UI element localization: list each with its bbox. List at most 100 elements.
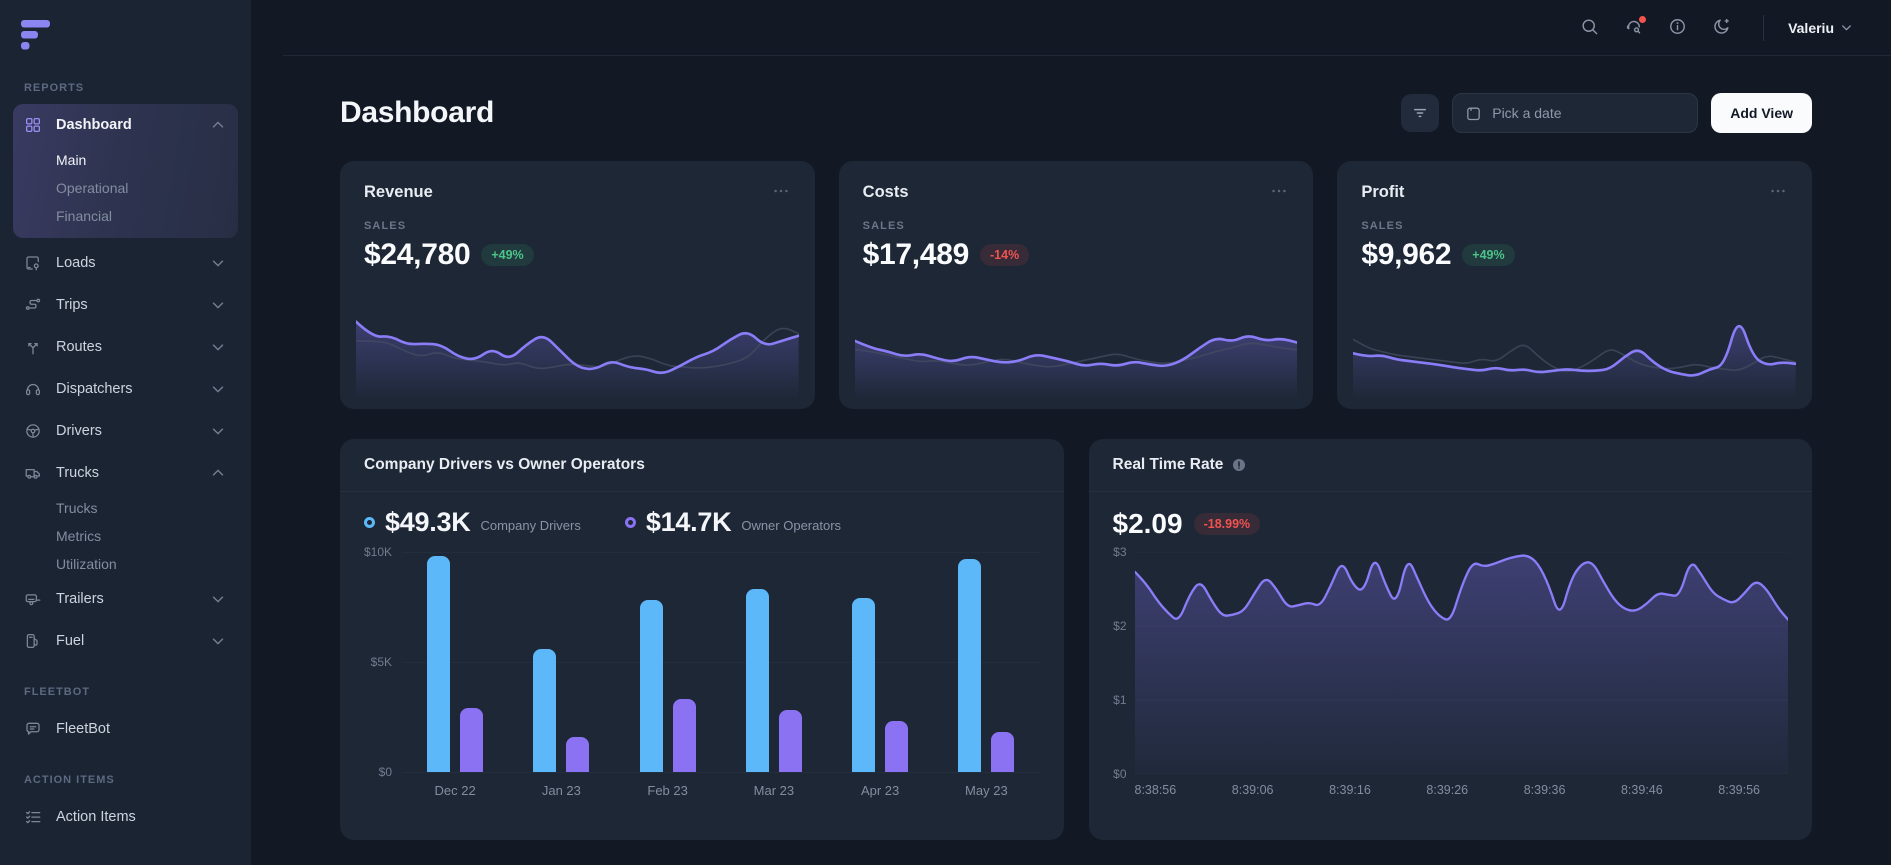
sidebar-item-label: Dashboard — [56, 117, 132, 133]
bar-company-drivers[interactable] — [852, 598, 876, 772]
sidebar-item-loads[interactable]: Loads — [13, 242, 238, 284]
chevron-up-icon — [209, 464, 227, 482]
sidebar-subitem-trucks-utilization[interactable]: Utilization — [56, 556, 117, 572]
drivers-icon — [24, 422, 42, 440]
sidebar-subitem-dashboard-main[interactable]: Main — [56, 152, 87, 168]
info-button[interactable] — [1659, 10, 1695, 46]
bar-owner-operators[interactable] — [778, 710, 802, 772]
sidebar-subitem-trucks-trucks[interactable]: Trucks — [56, 500, 98, 516]
y-tick: $2 — [1113, 618, 1127, 633]
app-logo-icon[interactable] — [21, 20, 230, 56]
sidebar-item-label: Trips — [56, 297, 88, 313]
filter-button[interactable] — [1401, 94, 1440, 132]
chevron-down-icon — [209, 254, 227, 272]
sidebar-subitem-dashboard-financial[interactable]: Financial — [56, 208, 113, 224]
main-area: Valeriu Dashboard Add View Revenue SALES $… — [251, 0, 1891, 865]
sidebar-item-fleetbot[interactable]: FleetBot — [13, 708, 238, 750]
sidebar-group-trucks: Trucks Trucks Metrics Utilization — [13, 452, 238, 578]
legend-item-company-drivers[interactable]: $49.3K Company Drivers — [364, 507, 581, 538]
sidebar-item-trucks[interactable]: Trucks — [13, 452, 238, 494]
x-tick: 8:39:36 — [1523, 783, 1566, 797]
bar-owner-operators[interactable] — [885, 721, 909, 772]
stat-card-sublabel: SALES — [1361, 220, 1404, 232]
sidebar-item-trips[interactable]: Trips — [13, 284, 238, 326]
sidebar-section-label: FLEETBOT — [24, 686, 90, 698]
sidebar-item-label: Drivers — [56, 423, 102, 439]
rate-chart-title: Real Time Rate — [1112, 456, 1224, 473]
search-icon — [1580, 17, 1599, 39]
drivers-chart-header: Company Drivers vs Owner Operators — [340, 439, 1064, 492]
bar-owner-operators[interactable] — [991, 732, 1015, 772]
sidebar-group-routes: Routes — [13, 326, 238, 368]
sidebar-subitem-dashboard-operational[interactable]: Operational — [56, 180, 129, 196]
sidebar-item-label: Trucks — [56, 465, 99, 481]
topbar-divider — [283, 55, 1891, 56]
dark-mode-button[interactable] — [1703, 10, 1739, 46]
bar-group-feb-23 — [639, 552, 696, 772]
chevron-down-icon — [209, 590, 227, 608]
bar-owner-operators[interactable] — [566, 736, 590, 772]
date-input[interactable] — [1492, 105, 1686, 121]
card-menu-button[interactable] — [1768, 181, 1788, 204]
chevron-down-icon — [209, 422, 227, 440]
chevron-down-icon — [209, 380, 227, 398]
bar-group-dec-22 — [427, 552, 484, 772]
x-tick: 8:39:16 — [1329, 783, 1371, 797]
sidebar-item-label: Action Items — [56, 809, 136, 825]
sidebar-item-fuel[interactable]: Fuel — [13, 620, 238, 662]
sidebar-section-label: REPORTS — [24, 82, 85, 94]
action-items-icon — [24, 808, 42, 826]
dots-horizontal-icon — [771, 181, 791, 204]
rate-chart-card: Real Time Rate $2.09 -18.99% $3 $2 $1 $0 8:3… — [1088, 439, 1812, 840]
stat-card-profit: Profit SALES $9,962 +49% — [1337, 161, 1812, 409]
bar-owner-operators[interactable] — [672, 699, 696, 772]
loads-icon — [24, 254, 42, 272]
rate-chart-x-axis: 8:38:56 8:39:06 8:39:16 8:39:26 8:39:36 8:39:… — [1135, 774, 1789, 800]
sidebar-item-label: Loads — [56, 255, 96, 271]
card-menu-button[interactable] — [771, 181, 791, 204]
support-button[interactable] — [1615, 10, 1651, 46]
bar-chart-y-axis: $10K $5K $0 — [356, 545, 402, 779]
sidebar-item-label: FleetBot — [56, 721, 110, 737]
sidebar-item-dashboard[interactable]: Dashboard — [13, 104, 238, 146]
bar-company-drivers[interactable] — [745, 589, 769, 772]
card-menu-button[interactable] — [1269, 181, 1289, 204]
sidebar-item-drivers[interactable]: Drivers — [13, 410, 238, 452]
add-view-button[interactable]: Add View — [1711, 93, 1812, 133]
info-icon — [1668, 17, 1687, 39]
legend-value: $49.3K — [385, 507, 471, 537]
sidebar-subitem-trucks-metrics[interactable]: Metrics — [56, 528, 102, 544]
stat-card-sublabel: SALES — [862, 220, 905, 232]
sidebar-group-dashboard: Dashboard Main Operational Financial — [13, 104, 238, 238]
chevron-down-icon — [209, 338, 227, 356]
sidebar-section: ACTION ITEMS Action Items — [13, 774, 238, 838]
search-button[interactable] — [1571, 10, 1607, 46]
bar-company-drivers[interactable] — [427, 556, 451, 772]
x-tick: 8:39:26 — [1426, 783, 1469, 797]
sidebar-item-action-items[interactable]: Action Items — [13, 796, 238, 838]
sidebar-item-label: Fuel — [56, 633, 85, 649]
x-tick: Jan 23 — [541, 783, 581, 798]
bar-company-drivers[interactable] — [958, 558, 982, 772]
bar-group-may-23 — [958, 552, 1015, 772]
info-circle-icon[interactable] — [1231, 457, 1247, 473]
dots-horizontal-icon — [1768, 181, 1788, 204]
sidebar-group-action-items: Action Items — [13, 796, 238, 838]
sidebar-item-trailers[interactable]: Trailers — [13, 578, 238, 620]
sidebar-item-dispatchers[interactable]: Dispatchers — [13, 368, 238, 410]
date-picker[interactable] — [1452, 93, 1699, 133]
legend-dot-icon — [624, 517, 636, 528]
sidebar: REPORTS Dashboard Main Operational Financial… — [0, 0, 251, 865]
sidebar-item-routes[interactable]: Routes — [13, 326, 238, 368]
legend-item-owner-operators[interactable]: $14.7K Owner Operators — [624, 507, 841, 538]
bar-company-drivers[interactable] — [639, 600, 663, 772]
bar-company-drivers[interactable] — [533, 648, 557, 772]
fuel-icon — [24, 632, 42, 650]
bar-owner-operators[interactable] — [460, 708, 484, 772]
bar-group-mar-23 — [745, 552, 802, 772]
x-tick: May 23 — [965, 783, 1008, 798]
user-menu[interactable]: Valeriu — [1788, 20, 1854, 36]
trucks-icon — [24, 464, 42, 482]
page-header: Dashboard Add View — [340, 93, 1812, 133]
sparkline-chart — [854, 299, 1298, 397]
